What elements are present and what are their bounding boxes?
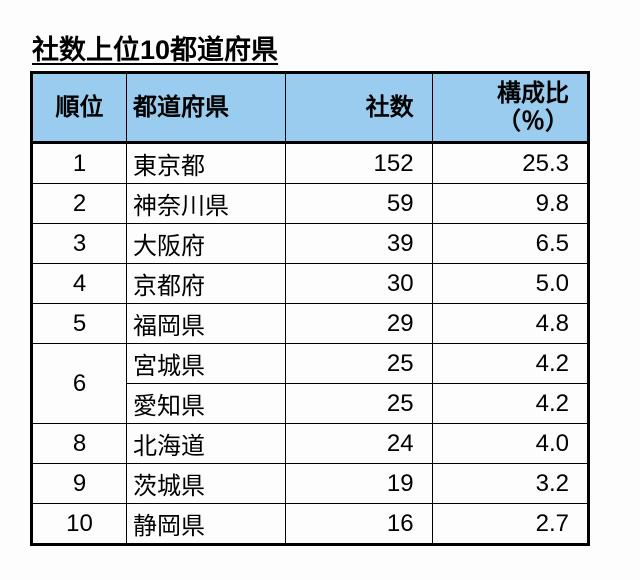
prefecture-table: 順位 都道府県 社数 構成比 （％） 1東京都15225.32神奈川県599.8… xyxy=(30,71,590,546)
cell-count: 19 xyxy=(286,464,433,504)
table-row: 1東京都15225.3 xyxy=(32,143,589,184)
cell-ratio: 4.2 xyxy=(432,384,588,424)
cell-count: 24 xyxy=(286,424,433,464)
cell-rank: 1 xyxy=(32,143,127,184)
table-row: 6宮城県254.2 xyxy=(32,344,589,384)
cell-rank: 5 xyxy=(32,304,127,344)
cell-ratio: 4.8 xyxy=(432,304,588,344)
header-count: 社数 xyxy=(286,73,433,143)
cell-pref: 静岡県 xyxy=(127,504,286,545)
table-title: 社数上位10都道府県 xyxy=(32,28,610,67)
cell-pref: 愛知県 xyxy=(127,384,286,424)
cell-rank: 6 xyxy=(32,344,127,424)
cell-pref: 大阪府 xyxy=(127,224,286,264)
cell-count: 30 xyxy=(286,264,433,304)
cell-ratio: 4.2 xyxy=(432,344,588,384)
cell-pref: 京都府 xyxy=(127,264,286,304)
table-row: 5福岡県294.8 xyxy=(32,304,589,344)
cell-ratio: 6.5 xyxy=(432,224,588,264)
cell-ratio: 4.0 xyxy=(432,424,588,464)
cell-rank: 9 xyxy=(32,464,127,504)
cell-rank: 4 xyxy=(32,264,127,304)
cell-ratio: 5.0 xyxy=(432,264,588,304)
cell-rank: 10 xyxy=(32,504,127,545)
cell-pref: 福岡県 xyxy=(127,304,286,344)
cell-count: 16 xyxy=(286,504,433,545)
cell-pref: 宮城県 xyxy=(127,344,286,384)
table-row: 2神奈川県599.8 xyxy=(32,184,589,224)
cell-pref: 東京都 xyxy=(127,143,286,184)
cell-ratio: 2.7 xyxy=(432,504,588,545)
cell-ratio: 25.3 xyxy=(432,143,588,184)
cell-rank: 3 xyxy=(32,224,127,264)
table-row: 8北海道244.0 xyxy=(32,424,589,464)
cell-count: 59 xyxy=(286,184,433,224)
cell-rank: 2 xyxy=(32,184,127,224)
table-row: 4京都府305.0 xyxy=(32,264,589,304)
cell-pref: 北海道 xyxy=(127,424,286,464)
header-row: 順位 都道府県 社数 構成比 （％） xyxy=(32,73,589,143)
table-row: 10静岡県162.7 xyxy=(32,504,589,545)
cell-count: 25 xyxy=(286,384,433,424)
table-row: 3大阪府396.5 xyxy=(32,224,589,264)
cell-count: 25 xyxy=(286,344,433,384)
cell-pref: 神奈川県 xyxy=(127,184,286,224)
cell-pref: 茨城県 xyxy=(127,464,286,504)
cell-rank: 8 xyxy=(32,424,127,464)
cell-count: 152 xyxy=(286,143,433,184)
header-rank: 順位 xyxy=(32,73,127,143)
cell-count: 29 xyxy=(286,304,433,344)
cell-ratio: 3.2 xyxy=(432,464,588,504)
cell-count: 39 xyxy=(286,224,433,264)
cell-ratio: 9.8 xyxy=(432,184,588,224)
table-row: 9茨城県193.2 xyxy=(32,464,589,504)
header-pref: 都道府県 xyxy=(127,73,286,143)
header-ratio: 構成比 （％） xyxy=(432,73,588,143)
